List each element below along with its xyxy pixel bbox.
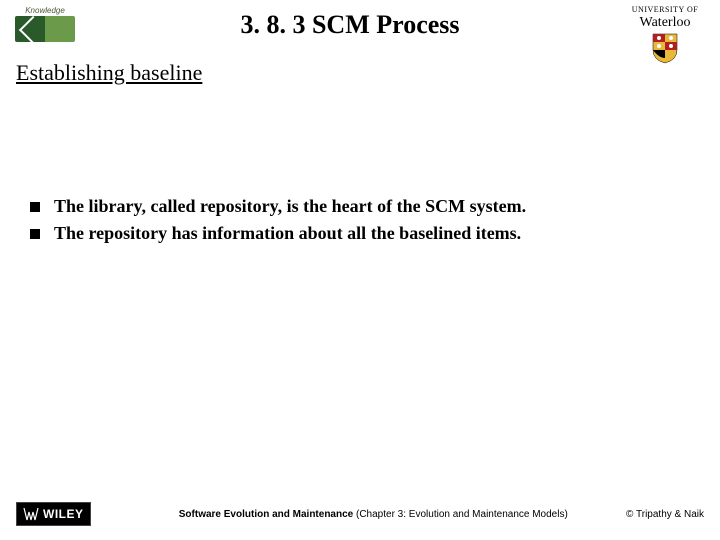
footer-copyright: © Tripathy & Naik bbox=[626, 509, 704, 520]
wiley-text: WILEY bbox=[43, 507, 84, 521]
wiley-w-icon bbox=[23, 506, 39, 522]
bullet-item: The library, called repository, is the h… bbox=[30, 196, 690, 217]
bullet-marker-icon bbox=[30, 202, 40, 212]
waterloo-logo-line1: UNIVERSITY OF bbox=[632, 6, 698, 15]
bullet-text: The library, called repository, is the h… bbox=[54, 196, 526, 217]
slide-subtitle: Establishing baseline bbox=[0, 60, 720, 86]
waterloo-shield-icon bbox=[651, 32, 679, 64]
slide-title: 3. 8. 3 SCM Process bbox=[240, 10, 459, 40]
waterloo-logo-line2: Waterloo bbox=[640, 15, 691, 30]
wiley-logo: WILEY bbox=[16, 502, 91, 526]
bullet-text: The repository has information about all… bbox=[54, 223, 521, 244]
header: Knowledge 3. 8. 3 SCM Process UNIVERSITY… bbox=[0, 0, 720, 64]
footer-chapter: (Chapter 3: Evolution and Maintenance Mo… bbox=[353, 509, 568, 520]
knowledge-logo: Knowledge bbox=[10, 6, 80, 43]
bullet-marker-icon bbox=[30, 229, 40, 239]
bullet-item: The repository has information about all… bbox=[30, 223, 690, 244]
slide-content: The library, called repository, is the h… bbox=[0, 86, 720, 244]
knowledge-logo-icon bbox=[15, 16, 75, 42]
waterloo-text-1: UNIVERSITY OF bbox=[632, 5, 698, 14]
footer-book-title: Software Evolution and Maintenance bbox=[179, 509, 353, 520]
wiley-logo-container: WILEY bbox=[16, 502, 91, 526]
knowledge-logo-text: Knowledge bbox=[25, 6, 65, 15]
waterloo-logo: UNIVERSITY OF Waterloo bbox=[620, 6, 710, 64]
footer-center-text: Software Evolution and Maintenance (Chap… bbox=[121, 509, 627, 520]
footer: WILEY Software Evolution and Maintenance… bbox=[0, 502, 720, 526]
